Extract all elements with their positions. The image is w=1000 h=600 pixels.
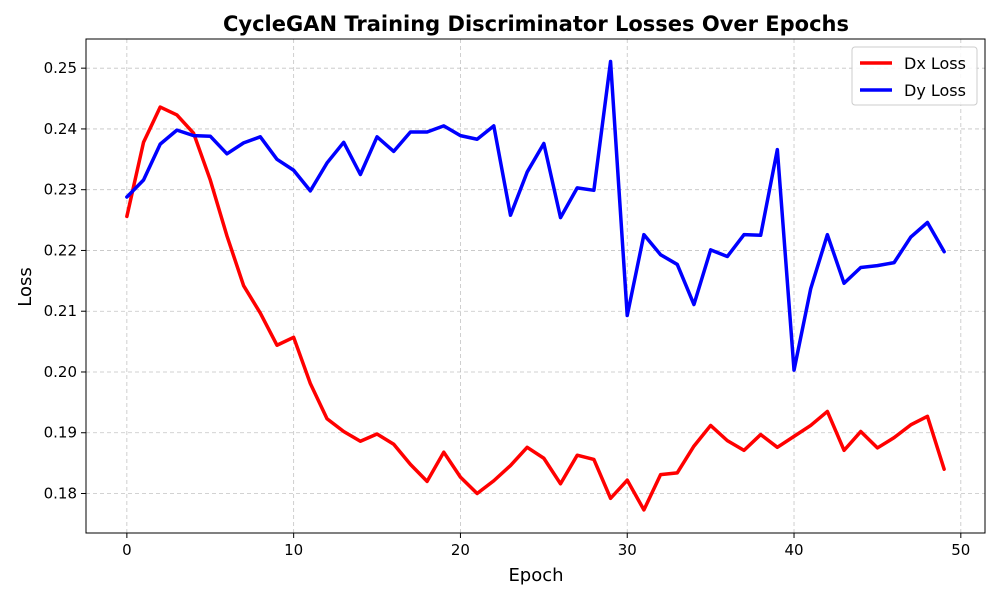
y-tick-label: 0.23 xyxy=(44,181,77,199)
y-tick-label: 0.20 xyxy=(44,363,77,381)
series-line-dx-loss xyxy=(125,105,946,512)
series-line-dy-loss xyxy=(125,59,946,372)
chart-title: CycleGAN Training Discriminator Losses O… xyxy=(223,12,849,36)
legend-label: Dy Loss xyxy=(904,81,966,100)
x-tick-label: 20 xyxy=(451,541,470,559)
plot-frame xyxy=(85,38,986,534)
x-tick-label: 40 xyxy=(784,541,803,559)
y-tick-label: 0.21 xyxy=(44,302,77,320)
y-tick-label: 0.19 xyxy=(44,424,77,442)
x-tick-label: 0 xyxy=(122,541,132,559)
legend: Dx Loss Dy Loss xyxy=(851,46,978,106)
x-tick-label: 30 xyxy=(618,541,637,559)
x-axis-label: Epoch xyxy=(508,565,563,586)
y-tick-label: 0.24 xyxy=(44,120,77,138)
axis-ticks: 0 10 20 30 40 50 0.18 0.19 0.20 0.21 0.22 0.23 0.24 0… xyxy=(44,59,971,559)
x-tick-label: 50 xyxy=(951,541,970,559)
series-lines xyxy=(125,59,946,512)
y-tick-label: 0.22 xyxy=(44,241,77,259)
y-tick-label: 0.25 xyxy=(44,59,77,77)
y-tick-label: 0.18 xyxy=(44,485,77,503)
grid-lines xyxy=(86,39,985,533)
legend-label: Dx Loss xyxy=(904,54,966,73)
x-tick-label: 10 xyxy=(284,541,303,559)
y-axis-label: Loss xyxy=(15,267,36,306)
